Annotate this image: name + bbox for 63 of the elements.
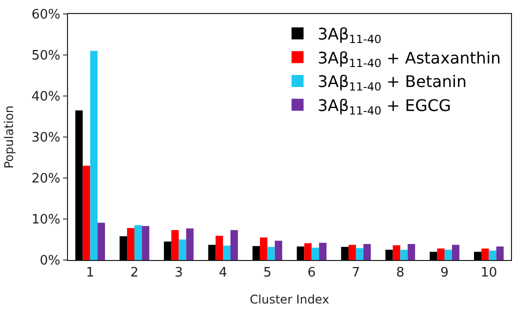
legend-label: 3Aβ$_{11-40}$ [318, 24, 382, 46]
x-tick-label: 10 [480, 266, 498, 281]
bar [186, 228, 194, 260]
bar [363, 244, 371, 260]
bar [75, 110, 83, 260]
x-tick-label: 7 [352, 266, 360, 281]
bar [444, 250, 452, 260]
bar [267, 246, 275, 260]
x-tick-label: 1 [86, 266, 94, 281]
bar [408, 244, 416, 260]
y-tick-label: 40% [31, 90, 60, 105]
y-tick-label: 50% [31, 48, 60, 64]
bar [356, 248, 364, 260]
x-tick-label: 9 [440, 266, 449, 281]
bar [252, 246, 260, 260]
legend-label: 3Aβ$_{11-40}$ + Betanin [318, 72, 467, 94]
bar [127, 228, 134, 260]
bar [230, 230, 238, 260]
x-tick-label: 5 [263, 266, 272, 281]
bar [392, 245, 400, 260]
y-tick-label: 30% [31, 130, 60, 146]
bar [437, 248, 445, 260]
y-tick-label: 10% [31, 212, 60, 228]
bar [142, 226, 150, 260]
bar [223, 246, 230, 260]
x-tick-label: 2 [130, 266, 139, 281]
bar [296, 246, 304, 260]
bar [348, 244, 356, 260]
bar [274, 240, 282, 260]
bar [171, 230, 179, 260]
y-tick-label: 60% [31, 8, 60, 23]
bar [430, 252, 438, 260]
bar [341, 246, 349, 260]
bar [496, 246, 504, 260]
bar [481, 248, 489, 260]
bar [98, 222, 105, 260]
y-axis-title: Population [2, 105, 16, 169]
bar [400, 250, 408, 260]
bar [178, 240, 186, 260]
x-tick-label: 6 [308, 266, 316, 281]
legend-label: 3Aβ$_{11-40}$ + EGCG [318, 96, 452, 118]
bar [208, 244, 216, 260]
bar [319, 242, 326, 260]
y-tick-label: 20% [31, 172, 60, 187]
x-tick-label: 3 [174, 266, 183, 281]
x-tick-label: 4 [218, 266, 228, 281]
y-tick-label: 0% [40, 254, 60, 269]
bar [120, 236, 128, 260]
bar [488, 250, 496, 260]
x-tick-label: 8 [396, 266, 404, 281]
bar [134, 225, 142, 260]
legend-label: 3Aβ$_{11-40}$ + Astaxanthin [318, 48, 501, 70]
bar [82, 166, 90, 260]
x-axis-title: Cluster Index [250, 292, 330, 306]
bar [90, 50, 98, 260]
bar [312, 248, 320, 260]
bar [304, 243, 312, 260]
bar [452, 244, 460, 260]
bar [216, 236, 224, 260]
bar [164, 242, 172, 260]
bar [385, 250, 393, 260]
bar [260, 237, 268, 260]
bar [474, 252, 482, 260]
